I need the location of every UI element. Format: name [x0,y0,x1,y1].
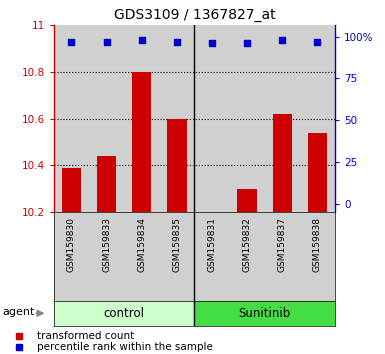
Text: GSM159837: GSM159837 [278,217,287,272]
Point [139,37,145,43]
Text: agent: agent [3,307,35,317]
Bar [194,25,229,212]
Bar [54,212,89,301]
Bar [238,189,257,212]
Text: GSM159832: GSM159832 [243,217,252,272]
Point [279,37,285,43]
Bar [159,25,194,212]
Text: transformed count: transformed count [37,331,134,341]
Text: GSM159833: GSM159833 [102,217,111,272]
Point [314,39,320,44]
Bar [264,212,300,301]
Bar [89,25,124,212]
Bar [229,212,265,301]
Text: Sunitinib: Sunitinib [239,307,291,320]
Text: GSM159835: GSM159835 [172,217,181,272]
Text: GSM159834: GSM159834 [137,217,146,272]
Bar [124,212,159,301]
Bar [54,301,194,326]
Bar [54,25,89,212]
Point [244,40,250,46]
Text: GSM159831: GSM159831 [208,217,216,272]
Bar [308,133,327,212]
Bar [194,301,335,326]
Text: control: control [104,307,145,320]
Title: GDS3109 / 1367827_at: GDS3109 / 1367827_at [114,8,275,22]
Point [69,39,75,44]
Text: percentile rank within the sample: percentile rank within the sample [37,342,213,352]
Text: GSM159838: GSM159838 [313,217,322,272]
Text: GSM159830: GSM159830 [67,217,76,272]
Bar [300,212,335,301]
Bar [167,119,186,212]
Bar [264,25,300,212]
Bar [62,168,81,212]
Bar [273,114,292,212]
Point [104,39,110,44]
Point [209,40,215,46]
Bar [132,72,151,212]
Bar [97,156,116,212]
Bar [300,25,335,212]
Bar [159,212,194,301]
Bar [89,212,124,301]
Point [174,39,180,44]
Bar [194,212,229,301]
Bar [124,25,159,212]
Bar [229,25,265,212]
